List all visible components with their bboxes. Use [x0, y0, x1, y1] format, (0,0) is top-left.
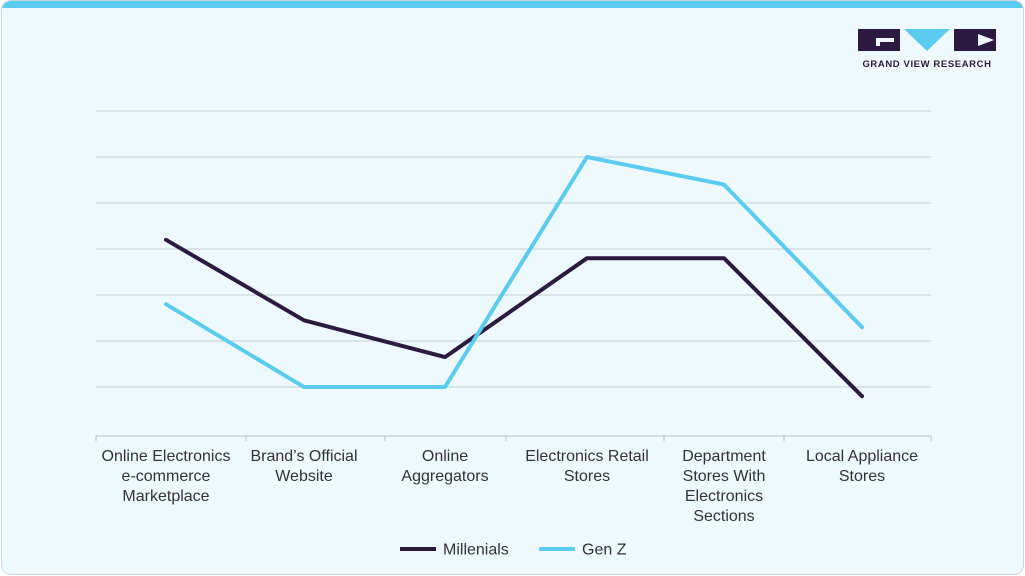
series-lines	[164, 155, 864, 399]
legend-label: Gen Z	[582, 542, 627, 559]
legend: Millenials Gen Z	[400, 542, 627, 559]
x-tick-label: Local Appliance Stores	[806, 448, 918, 485]
x-tick-labels: Online Electronics e-commerce Marketplace B…	[102, 448, 919, 525]
brand-name: GRAND VIEW RESEARCH	[862, 59, 992, 70]
x-tick-label: Brand’s Official Website	[250, 448, 357, 485]
x-tick-label: Electronics Retail Stores	[525, 448, 649, 485]
x-tick-label: Department Stores With Electronics Sections	[682, 448, 766, 525]
series-line-millenials	[164, 237, 864, 399]
legend-label: Millenials	[443, 542, 509, 559]
top-accent-bar	[2, 1, 1023, 8]
grand-view-research-logo-icon	[858, 29, 996, 51]
x-tick-label: Online Electronics e-commerce Marketplace	[102, 448, 231, 505]
grid-lines	[96, 110, 931, 388]
x-axis	[95, 435, 932, 441]
x-tick-label: Online Aggregators	[401, 448, 488, 485]
series-line-gen-z	[164, 155, 864, 389]
